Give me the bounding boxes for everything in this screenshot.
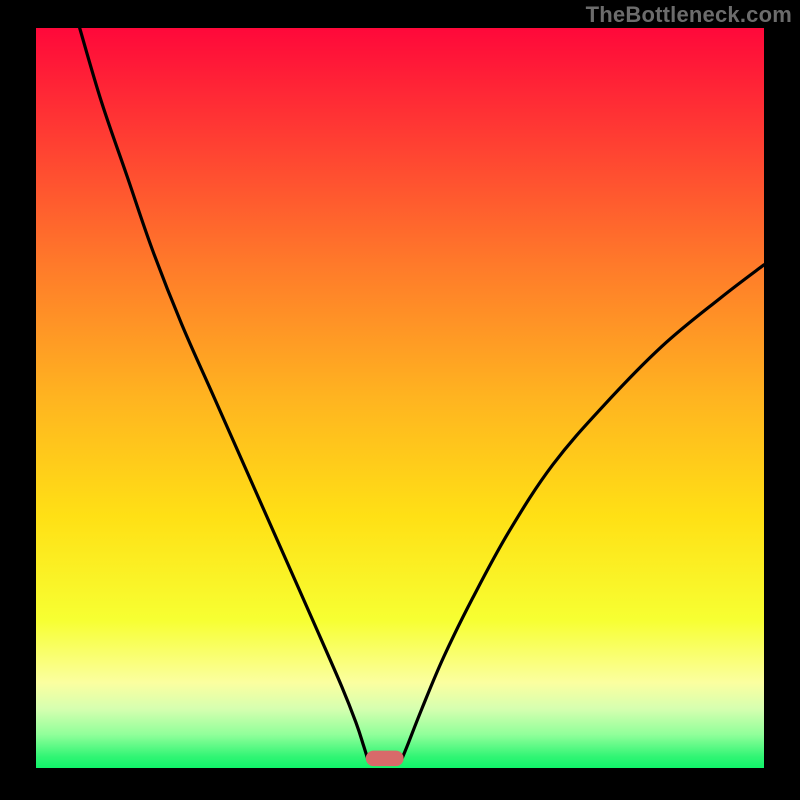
- watermark-text: TheBottleneck.com: [586, 2, 792, 28]
- bottleneck-chart: [0, 0, 800, 800]
- stage: TheBottleneck.com: [0, 0, 800, 800]
- gradient-background: [36, 28, 764, 768]
- optimal-marker: [366, 751, 404, 767]
- plot-area: [36, 28, 764, 768]
